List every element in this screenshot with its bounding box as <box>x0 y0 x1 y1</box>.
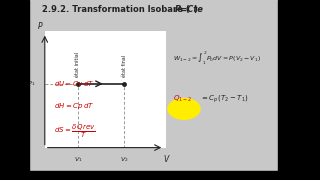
Text: état final: état final <box>122 55 127 77</box>
Text: $= C_p\,(T_2 - T_1)$: $= C_p\,(T_2 - T_1)$ <box>200 94 249 105</box>
Text: 2.9.2. Transformation Isobare (: 2.9.2. Transformation Isobare ( <box>42 5 189 14</box>
Text: $dH = Cp\; dT$: $dH = Cp\; dT$ <box>54 101 95 111</box>
Text: V: V <box>164 155 169 164</box>
Text: $V_1$: $V_1$ <box>74 155 82 164</box>
Text: P: P <box>38 22 43 31</box>
Text: $P_2=P_1$: $P_2=P_1$ <box>13 79 36 88</box>
Text: $Q_{1-2}$: $Q_{1-2}$ <box>173 94 192 104</box>
Text: P=Cte: P=Cte <box>174 5 203 14</box>
Text: état initial: état initial <box>76 52 80 77</box>
Bar <box>0 0 29 180</box>
Text: $W_{1-2} = \int_{1}^{2} P_0 dV = P(V_2 - V_1)$: $W_{1-2} = \int_{1}^{2} P_0 dV = P(V_2 -… <box>173 50 261 67</box>
Text: $V_2$: $V_2$ <box>120 155 129 164</box>
Text: ): ) <box>193 5 197 14</box>
Ellipse shape <box>168 99 200 119</box>
Text: $dU = Cv\; dT$: $dU = Cv\; dT$ <box>54 79 95 88</box>
Text: $dS = \dfrac{\delta\,Qrev}{T}$: $dS = \dfrac{\delta\,Qrev}{T}$ <box>54 122 96 140</box>
Bar <box>0 171 320 180</box>
Bar <box>278 0 320 180</box>
